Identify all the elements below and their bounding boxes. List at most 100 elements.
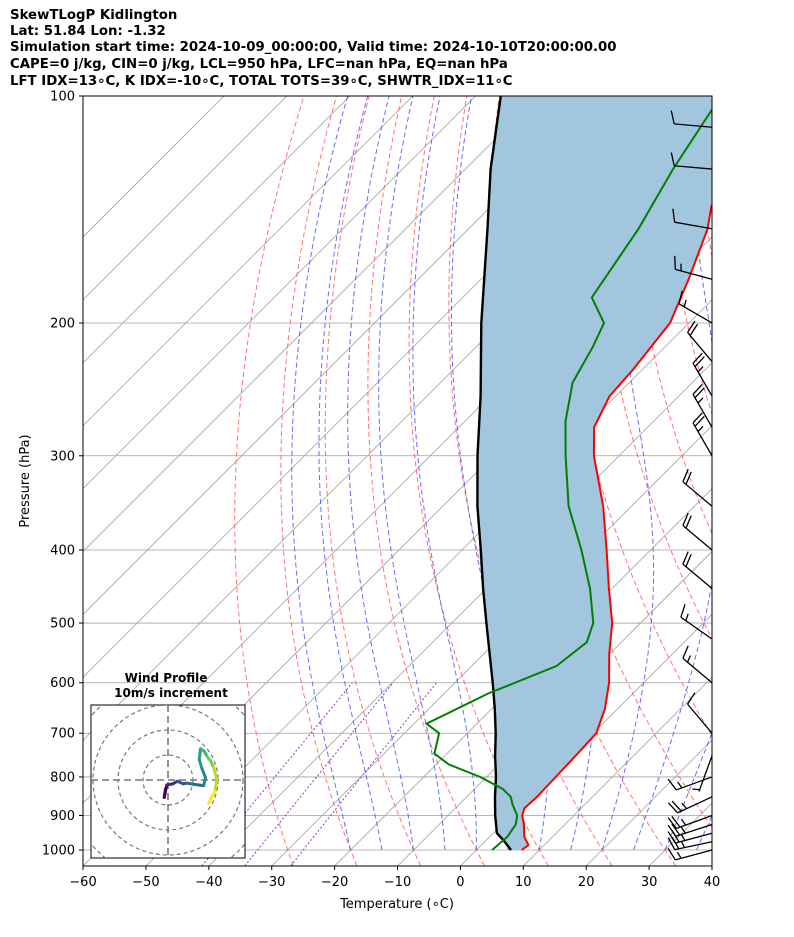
wind-barb	[667, 814, 713, 830]
moist-adiabat	[633, 96, 712, 851]
indices-line-1: CAPE=0 j/kg, CIN=0 j/kg, LCL=950 hPa, LF…	[10, 57, 508, 72]
barb-flag	[692, 412, 703, 424]
barb-half-flag	[685, 613, 689, 621]
barb-flag	[687, 692, 696, 705]
barb-staff	[687, 703, 713, 734]
barb-staff	[682, 657, 713, 684]
x-tick-label: −30	[258, 875, 285, 890]
barb-staff	[692, 394, 713, 428]
barb-half-flag	[697, 366, 704, 373]
barb-staff	[675, 823, 713, 837]
isotherm	[523, 676, 712, 866]
moist-adiabat	[412, 96, 477, 850]
barb-half-flag	[686, 655, 692, 663]
mixing-ratio-lines	[201, 682, 437, 866]
x-tick-label: −10	[384, 875, 411, 890]
barb-half-flag	[692, 788, 700, 791]
barb-flag	[682, 469, 689, 483]
barb-staff	[682, 563, 713, 590]
barb-flag	[671, 815, 681, 828]
wind-barb	[672, 208, 713, 230]
wind-barb	[667, 823, 713, 837]
barb-flag	[687, 320, 696, 333]
wind-barb	[678, 290, 713, 324]
moist-adiabat	[291, 96, 352, 851]
barb-staff	[675, 832, 713, 844]
barb-flag	[685, 471, 692, 485]
isotherm	[271, 425, 712, 866]
isotherm	[83, 96, 288, 301]
x-axis-label: Temperature (∘C)	[339, 897, 454, 912]
y-tick-label: 300	[50, 449, 75, 464]
moist-adiabat	[601, 96, 655, 851]
barb-flag	[682, 645, 689, 659]
parcel-line	[476, 96, 512, 851]
wind-barb	[682, 512, 713, 551]
barb-flag	[694, 387, 705, 399]
y-tick-label: 600	[50, 676, 75, 691]
x-tick-label: −50	[132, 875, 159, 890]
hodograph-segment	[197, 747, 202, 761]
y-tick-label: 800	[50, 770, 75, 785]
mixing-ratio-line	[290, 682, 437, 866]
y-tick-label: 1000	[42, 844, 75, 859]
isotherm	[83, 96, 413, 427]
dry-adiabat	[280, 96, 358, 866]
y-tick-label: 100	[50, 90, 75, 105]
barb-staff	[674, 841, 713, 851]
isotherm	[83, 96, 602, 615]
barb-staff	[675, 268, 713, 280]
dry-adiabat	[367, 96, 485, 866]
y-axis-label: Pressure (hPa)	[18, 434, 33, 527]
hodograph	[91, 705, 245, 858]
barb-flag	[694, 356, 705, 368]
barb-flag	[672, 208, 676, 223]
barb-flag	[667, 837, 676, 850]
hodograph-segment	[192, 782, 206, 788]
wind-barb	[680, 604, 713, 640]
barb-staff	[677, 796, 713, 814]
barb-flag	[694, 415, 705, 427]
moist-adiabat	[318, 96, 383, 851]
barb-staff	[687, 332, 713, 362]
barb-flag	[671, 800, 682, 812]
chart-title: SkewTLogP Kidlington	[10, 8, 178, 23]
isotherm	[83, 96, 539, 553]
mixing-ratio-line	[244, 682, 394, 866]
dry-adiabat	[324, 96, 422, 866]
barb-flag	[670, 152, 675, 166]
barb-flag	[667, 802, 679, 814]
hodograph-segment	[200, 766, 207, 779]
wind-barb	[667, 776, 713, 791]
wind-barb	[692, 352, 713, 397]
barb-staff	[692, 362, 713, 397]
hodograph-segment	[212, 766, 219, 782]
barb-staff	[682, 525, 713, 551]
barb-flag	[667, 831, 676, 844]
location-line: Lat: 51.84 Lon: -1.32	[10, 24, 166, 39]
dewpoint-line	[424, 107, 712, 851]
wind-barb	[687, 320, 713, 362]
dry-adiabat	[727, 96, 794, 866]
moist-adiabat	[378, 96, 446, 851]
barb-staff	[676, 814, 713, 830]
barb-staff	[698, 755, 713, 792]
barb-flag	[689, 323, 699, 336]
hodograph-segment	[197, 757, 204, 770]
moist-adiabat	[664, 731, 712, 851]
isotherm	[83, 96, 225, 238]
y-tick-label: 700	[50, 727, 75, 742]
x-tick-label: 20	[578, 875, 595, 890]
hodograph-segment	[162, 783, 169, 799]
barb-half-flag	[697, 397, 704, 404]
cin-shading	[477, 96, 712, 850]
barb-flag	[692, 352, 703, 364]
dry-adiabat	[594, 96, 712, 640]
isotherm	[334, 488, 712, 866]
hodograph-segment	[207, 789, 217, 805]
wind-barb	[667, 847, 713, 861]
x-tick-label: −40	[195, 875, 222, 890]
wind-barb	[667, 830, 713, 844]
y-axis-ticks: 100 200 300 400 500 600 700 800 900 1000	[42, 90, 83, 859]
